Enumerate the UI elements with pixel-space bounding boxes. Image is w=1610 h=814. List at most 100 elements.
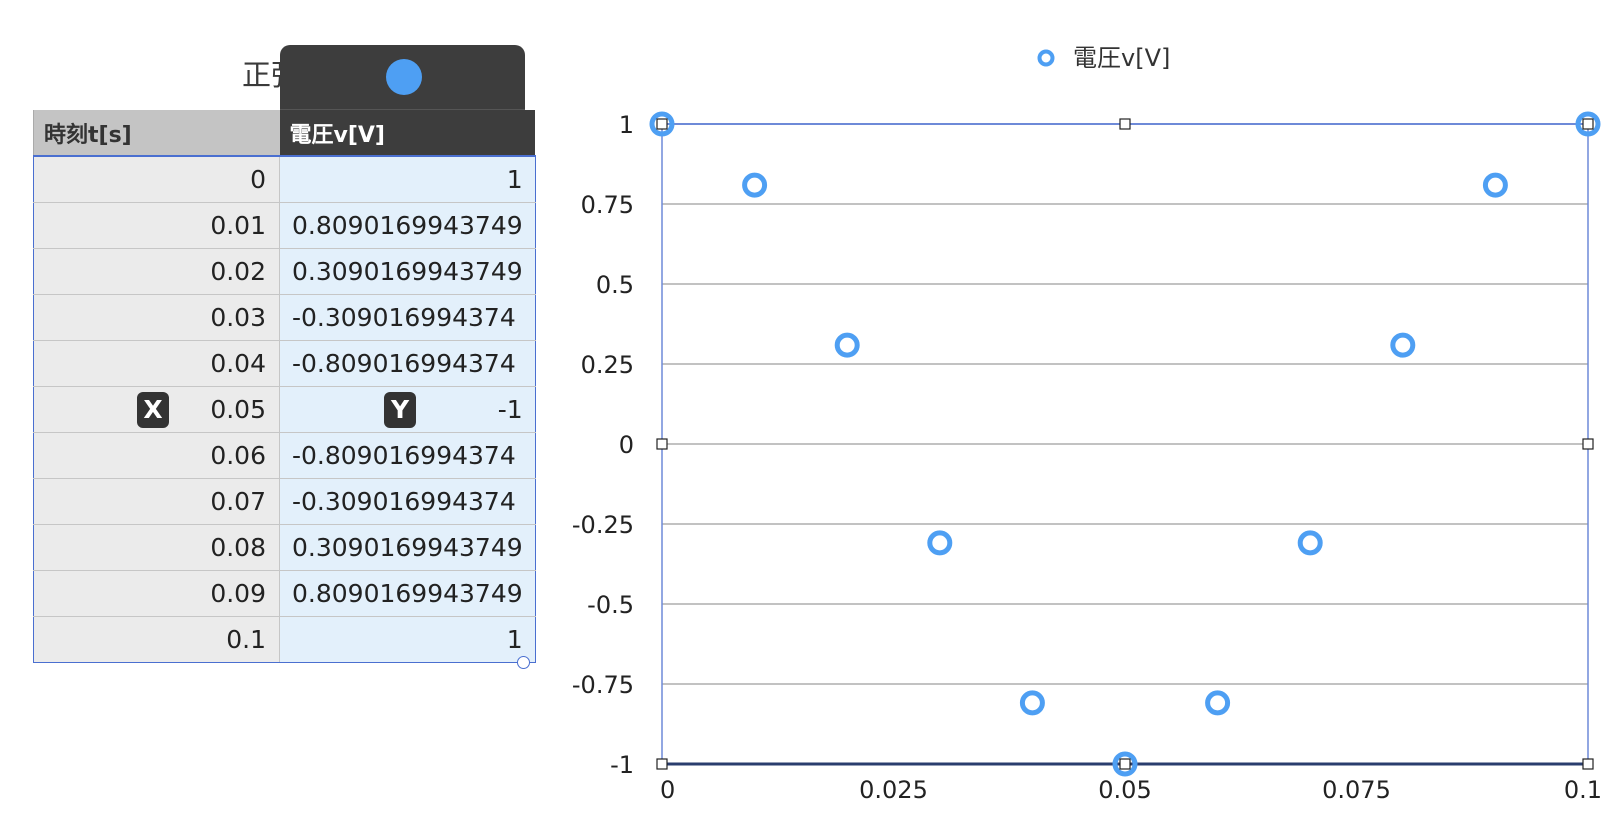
- cell-x-value[interactable]: 0.04: [33, 340, 280, 387]
- cell-x-value[interactable]: 0.07: [33, 478, 280, 525]
- cell-y-value[interactable]: -0.309016994374: [279, 478, 536, 525]
- tab-divider: [280, 109, 525, 110]
- header-y-column[interactable]: 電圧v[V]: [279, 110, 536, 157]
- cell-x-value[interactable]: 0.09: [33, 570, 280, 617]
- chart-resize-handle: [1119, 758, 1131, 770]
- cell-y-value[interactable]: 0.3090169943749: [279, 248, 536, 295]
- y-tick-label: 1: [619, 111, 634, 139]
- y-tick-label: -0.75: [572, 671, 634, 699]
- table-row: 0.06 -0.809016994374: [33, 432, 536, 479]
- table-row: 0.08 0.3090169943749: [33, 524, 536, 571]
- data-point: [834, 332, 860, 358]
- chart-legend: 電圧v[V]: [1037, 44, 1170, 72]
- cell-x-value[interactable]: 0: [33, 156, 280, 203]
- cell-x-value[interactable]: 0.05 X: [33, 386, 280, 433]
- cell-x-value[interactable]: 0.01: [33, 202, 280, 249]
- cell-y-text: -0.809016994374: [292, 440, 516, 470]
- cell-y-text: 0.3090169943749: [292, 256, 523, 286]
- table-row: 0.09 0.8090169943749: [33, 570, 536, 617]
- cell-x-text: 0.08: [210, 532, 266, 562]
- cell-x-text: 0.02: [210, 256, 266, 286]
- cell-y-text: 0.8090169943749: [292, 578, 523, 608]
- y-axis-marker-badge: Y: [384, 391, 416, 428]
- cell-x-text: 0.04: [210, 348, 266, 378]
- cell-y-text: -1: [497, 394, 523, 424]
- cell-y-text: 1: [506, 624, 523, 654]
- cell-x-text: 0.07: [210, 486, 266, 516]
- data-point: [927, 530, 953, 556]
- chart-resize-handle: [656, 758, 668, 770]
- cell-y-text: 0.3090169943749: [292, 532, 523, 562]
- data-point: [649, 111, 675, 137]
- chart-resize-handle: [1119, 118, 1131, 130]
- cell-x-text: 0.01: [210, 210, 266, 240]
- cell-y-text: 0.8090169943749: [292, 210, 523, 240]
- y-tick-label: -0.5: [587, 591, 634, 619]
- table-row: 0.05 X -1 Y: [33, 386, 536, 433]
- chart-resize-handle: [656, 118, 668, 130]
- legend-label: 電圧v[V]: [1073, 44, 1170, 72]
- cell-x-value[interactable]: 0.08: [33, 524, 280, 571]
- table-row: 0.1 1: [33, 616, 536, 663]
- data-point: [1482, 172, 1508, 198]
- data-point: [1575, 111, 1601, 137]
- x-axis-marker-badge: X: [137, 391, 169, 428]
- cell-y-text: 1: [506, 164, 523, 194]
- cell-x-value[interactable]: 0.06: [33, 432, 280, 479]
- y-tick-label: 0: [619, 431, 634, 459]
- cell-x-text: 0: [250, 164, 266, 194]
- y-axis-tick-labels: 1 0.75 0.5 0.25 0 -0.25 -0.5 -0.75 -1: [572, 111, 634, 779]
- data-table: 時刻t[s] 電圧v[V] 0 1 0.01 0.8090169943749 0.02 0…: [33, 110, 536, 663]
- table-body: 0 1 0.01 0.8090169943749 0.02 0.3090169943749…: [33, 156, 536, 663]
- cell-y-value[interactable]: 1: [279, 616, 536, 663]
- data-point: [1205, 690, 1231, 716]
- chart-resize-handle: [1582, 118, 1594, 130]
- data-point: [1390, 332, 1416, 358]
- cell-y-value[interactable]: 0.3090169943749: [279, 524, 536, 571]
- cell-y-value[interactable]: -1 Y: [279, 386, 536, 433]
- x-tick-label: 0: [660, 776, 675, 804]
- table-row: 0.07 -0.309016994374: [33, 478, 536, 525]
- cell-x-text: 0.06: [210, 440, 266, 470]
- x-tick-label: 0.1: [1564, 776, 1602, 804]
- header-x-column[interactable]: 時刻t[s]: [33, 110, 280, 157]
- cell-y-text: -0.309016994374: [292, 486, 516, 516]
- cell-x-value[interactable]: 0.02: [33, 248, 280, 295]
- cell-x-text: 0.09: [210, 578, 266, 608]
- x-axis-tick-labels: 0 0.025 0.05 0.075 0.1: [660, 776, 1602, 804]
- data-point: [742, 172, 768, 198]
- cell-x-text: 0.05: [210, 394, 266, 424]
- cell-y-value[interactable]: -0.809016994374: [279, 432, 536, 479]
- cell-y-value[interactable]: -0.309016994374: [279, 294, 536, 341]
- data-point: [1297, 530, 1323, 556]
- data-point: [1019, 690, 1045, 716]
- table-row: 0.02 0.3090169943749: [33, 248, 536, 295]
- table-header-row: 時刻t[s] 電圧v[V]: [33, 110, 536, 157]
- cell-y-text: -0.809016994374: [292, 348, 516, 378]
- legend-marker: [1037, 49, 1055, 67]
- selection-handles: [656, 118, 1594, 770]
- cell-y-value[interactable]: 0.8090169943749: [279, 570, 536, 617]
- cell-x-value[interactable]: 0.1: [33, 616, 280, 663]
- x-tick-label: 0.05: [1098, 776, 1151, 804]
- cell-y-value[interactable]: 1: [279, 156, 536, 203]
- cell-x-text: 0.1: [226, 624, 266, 654]
- y-tick-label: -0.25: [572, 511, 634, 539]
- cell-x-text: 0.03: [210, 302, 266, 332]
- chart-gridlines: [662, 123, 1588, 765]
- y-tick-label: 0.5: [596, 271, 634, 299]
- data-point: [1112, 751, 1138, 777]
- table-resize-handle[interactable]: [517, 656, 530, 669]
- cell-y-value[interactable]: 0.8090169943749: [279, 202, 536, 249]
- cell-y-value[interactable]: -0.809016994374: [279, 340, 536, 387]
- cell-x-value[interactable]: 0.03: [33, 294, 280, 341]
- y-tick-label: 0.25: [581, 351, 634, 379]
- series-color-dot[interactable]: [386, 59, 422, 95]
- chart-resize-handle: [656, 438, 668, 450]
- table-row: 0.01 0.8090169943749: [33, 202, 536, 249]
- x-tick-label: 0.025: [859, 776, 928, 804]
- cell-y-text: -0.309016994374: [292, 302, 516, 332]
- chart-resize-handle: [1582, 438, 1594, 450]
